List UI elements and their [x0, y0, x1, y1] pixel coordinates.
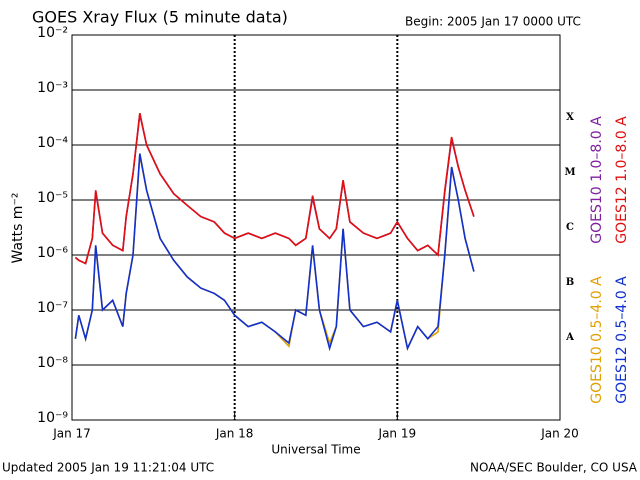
y-tick-label: 10⁻⁷ [37, 300, 68, 316]
chart-title: GOES Xray Flux (5 minute data) [32, 8, 288, 27]
data-line [74, 153, 475, 352]
y-tick-label: 10⁻⁶ [37, 245, 68, 261]
legend-entry: GOES10 0.5–4.0 A [589, 276, 605, 404]
y-axis-label: Watts m⁻² [10, 193, 26, 264]
y-tick-label: 10⁻⁸ [37, 355, 68, 371]
class-label: X [566, 112, 574, 123]
y-tick-label: 10⁻² [37, 25, 68, 41]
subtitle: Begin: 2005 Jan 17 0000 UTC [405, 15, 581, 29]
class-label: B [566, 277, 574, 288]
x-tick-label: Jan 19 [378, 427, 417, 441]
x-axis-label: Universal Time [271, 443, 360, 457]
legend-entry: GOES12 0.5–4.0 A [614, 276, 630, 404]
y-tick-label: 10⁻⁴ [37, 135, 68, 151]
data-line [74, 112, 475, 265]
legend-entry: GOES10 1.0–8.0 A [589, 116, 605, 244]
x-tick-label: Jan 17 [52, 427, 91, 441]
x-tick-label: Jan 18 [215, 427, 254, 441]
y-tick-label: 10⁻³ [37, 80, 68, 96]
y-tick-label: 10⁻⁹ [37, 410, 68, 426]
y-tick-label: 10⁻⁵ [37, 190, 68, 206]
class-label: M [564, 167, 575, 178]
legend-entry: GOES12 1.0–8.0 A [614, 116, 630, 244]
plot-frame [71, 34, 561, 421]
class-label: A [565, 332, 574, 343]
class-label: C [566, 222, 574, 233]
footer-left: Updated 2005 Jan 19 11:21:04 UTC [2, 461, 214, 475]
x-tick-label: Jan 20 [540, 427, 579, 441]
footer-right: NOAA/SEC Boulder, CO USA [470, 461, 638, 475]
